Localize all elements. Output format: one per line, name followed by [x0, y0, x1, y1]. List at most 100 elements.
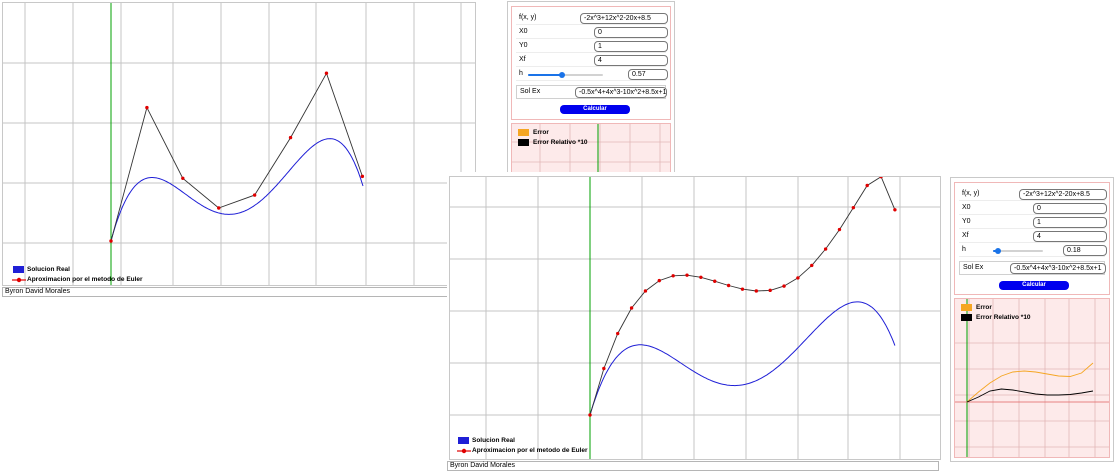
author-footer-1: Byron David Morales	[2, 287, 474, 297]
euler-point	[768, 288, 772, 293]
calcular-button[interactable]: Calcular	[999, 281, 1069, 290]
euler-point	[324, 71, 329, 75]
euler-point	[252, 193, 257, 197]
x0-label: X0	[519, 28, 528, 35]
row-xf: Xf 4	[516, 55, 668, 67]
solex-input[interactable]: -0.5x^4+4x^3-10x^2+8.5x+1	[575, 87, 667, 98]
row-solex: Sol Ex -0.5x^4+4x^3-10x^2+8.5x+1	[959, 261, 1106, 275]
xf-label: Xf	[519, 56, 526, 63]
row-solex: Sol Ex -0.5x^4+4x^3-10x^2+8.5x+1	[516, 85, 667, 99]
euler-point	[893, 208, 897, 212]
error-grid-1	[512, 124, 670, 176]
euler-point	[629, 306, 634, 310]
euler-point	[740, 287, 745, 291]
legend-real-swatch	[13, 266, 24, 273]
fxy-label: f(x, y)	[519, 14, 537, 21]
h-label: h	[962, 246, 966, 253]
error-panel-2: Error Error Relativo *10	[954, 298, 1110, 458]
legend-relative-label: Error Relativo *10	[533, 139, 588, 146]
h-slider[interactable]	[528, 72, 603, 78]
row-x0: X0 0	[516, 27, 668, 39]
legend-euler-label: Aproximacion por el metodo de Euler	[27, 276, 143, 283]
euler-point	[217, 206, 221, 210]
legend-euler-swatch	[12, 277, 26, 283]
error-grid-2	[955, 299, 1109, 457]
legend-error-label: Error	[976, 304, 992, 311]
parameter-form-1: f(x, y) -2x^3+12x^2-20x+8.5 X0 0 Y0 1 Xf…	[511, 6, 671, 120]
solex-label: Sol Ex	[963, 264, 984, 271]
euler-point	[109, 239, 113, 243]
main-plot-1: Solucion Real Aproximacion por el metodo…	[2, 2, 476, 286]
euler-point	[851, 205, 856, 210]
app-window-2: Solucion Real Aproximacion por el metodo…	[447, 172, 1117, 471]
y0-label: Y0	[519, 42, 528, 49]
h-slider-fill	[528, 74, 562, 76]
h-input[interactable]: 0.18	[1063, 245, 1107, 256]
error-line	[966, 362, 1094, 403]
legend-relative-label: Error Relativo *10	[976, 314, 1031, 321]
euler-point	[782, 284, 786, 288]
euler-line	[589, 177, 896, 416]
euler-point	[671, 274, 675, 278]
row-fxy: f(x, y) -2x^3+12x^2-20x+8.5	[516, 13, 668, 25]
euler-point	[588, 413, 592, 417]
h-label: h	[519, 70, 523, 77]
euler-point	[754, 289, 759, 293]
error-panel-1: Error Error Relativo *10	[511, 123, 671, 177]
solex-input[interactable]: -0.5x^4+4x^3-10x^2+8.5x+1	[1010, 263, 1106, 274]
real-solution-line	[110, 138, 364, 242]
h-slider[interactable]	[993, 248, 1043, 254]
calcular-button[interactable]: Calcular	[560, 105, 630, 114]
euler-point	[685, 273, 689, 277]
euler-point	[837, 227, 842, 232]
euler-point	[657, 278, 661, 283]
fxy-input[interactable]: -2x^3+12x^2-20x+8.5	[580, 13, 668, 24]
euler-point	[823, 247, 828, 251]
h-input[interactable]: 0.57	[628, 69, 668, 80]
main-plot-2: Solucion Real Aproximacion por el metodo…	[449, 176, 941, 460]
x0-input[interactable]: 0	[594, 27, 668, 38]
xf-input[interactable]: 4	[1033, 231, 1107, 242]
euler-point	[602, 366, 606, 371]
y0-label: Y0	[962, 218, 971, 225]
euler-point	[879, 177, 883, 179]
euler-point	[288, 135, 293, 140]
x0-input[interactable]: 0	[1033, 203, 1107, 214]
euler-point	[810, 263, 814, 268]
euler-point	[145, 105, 149, 110]
fxy-label: f(x, y)	[962, 190, 980, 197]
legend-error-swatch	[518, 129, 529, 136]
solex-label: Sol Ex	[520, 88, 541, 95]
author-footer-2: Byron David Morales	[447, 461, 939, 471]
euler-point	[643, 289, 648, 293]
y0-input[interactable]: 1	[594, 41, 668, 52]
legend-real-label: Solucion Real	[27, 266, 70, 273]
xf-label: Xf	[962, 232, 969, 239]
xf-input[interactable]: 4	[594, 55, 668, 66]
euler-point	[726, 283, 731, 288]
euler-point	[796, 276, 800, 280]
app-window-1: Solucion Real Aproximacion por el metodo…	[0, 0, 677, 300]
euler-point	[360, 174, 365, 179]
relative-error-line	[966, 388, 1094, 403]
fxy-input[interactable]: -2x^3+12x^2-20x+8.5	[1019, 189, 1107, 200]
side-panel-2: f(x, y) -2x^3+12x^2-20x+8.5 X0 0 Y0 1 Xf…	[950, 177, 1114, 462]
euler-point	[713, 279, 717, 283]
legend-relative-swatch	[518, 139, 529, 146]
h-slider-thumb[interactable]	[995, 248, 1001, 254]
main-plot-1-canvas	[3, 3, 475, 285]
h-slider-thumb[interactable]	[558, 72, 565, 78]
y0-input[interactable]: 1	[1033, 217, 1107, 228]
legend-euler-swatch	[457, 448, 471, 454]
euler-point	[865, 183, 869, 188]
legend-error-label: Error	[533, 129, 549, 136]
row-h: h 0.18	[959, 245, 1107, 257]
row-y0: Y0 1	[516, 41, 668, 53]
x0-label: X0	[962, 204, 971, 211]
legend-real-label: Solucion Real	[472, 437, 515, 444]
legend-relative-swatch	[961, 314, 972, 321]
row-x0: X0 0	[959, 203, 1107, 215]
legend-euler-label: Aproximacion por el metodo de Euler	[472, 447, 588, 454]
row-y0: Y0 1	[959, 217, 1107, 229]
parameter-form-2: f(x, y) -2x^3+12x^2-20x+8.5 X0 0 Y0 1 Xf…	[954, 182, 1110, 295]
